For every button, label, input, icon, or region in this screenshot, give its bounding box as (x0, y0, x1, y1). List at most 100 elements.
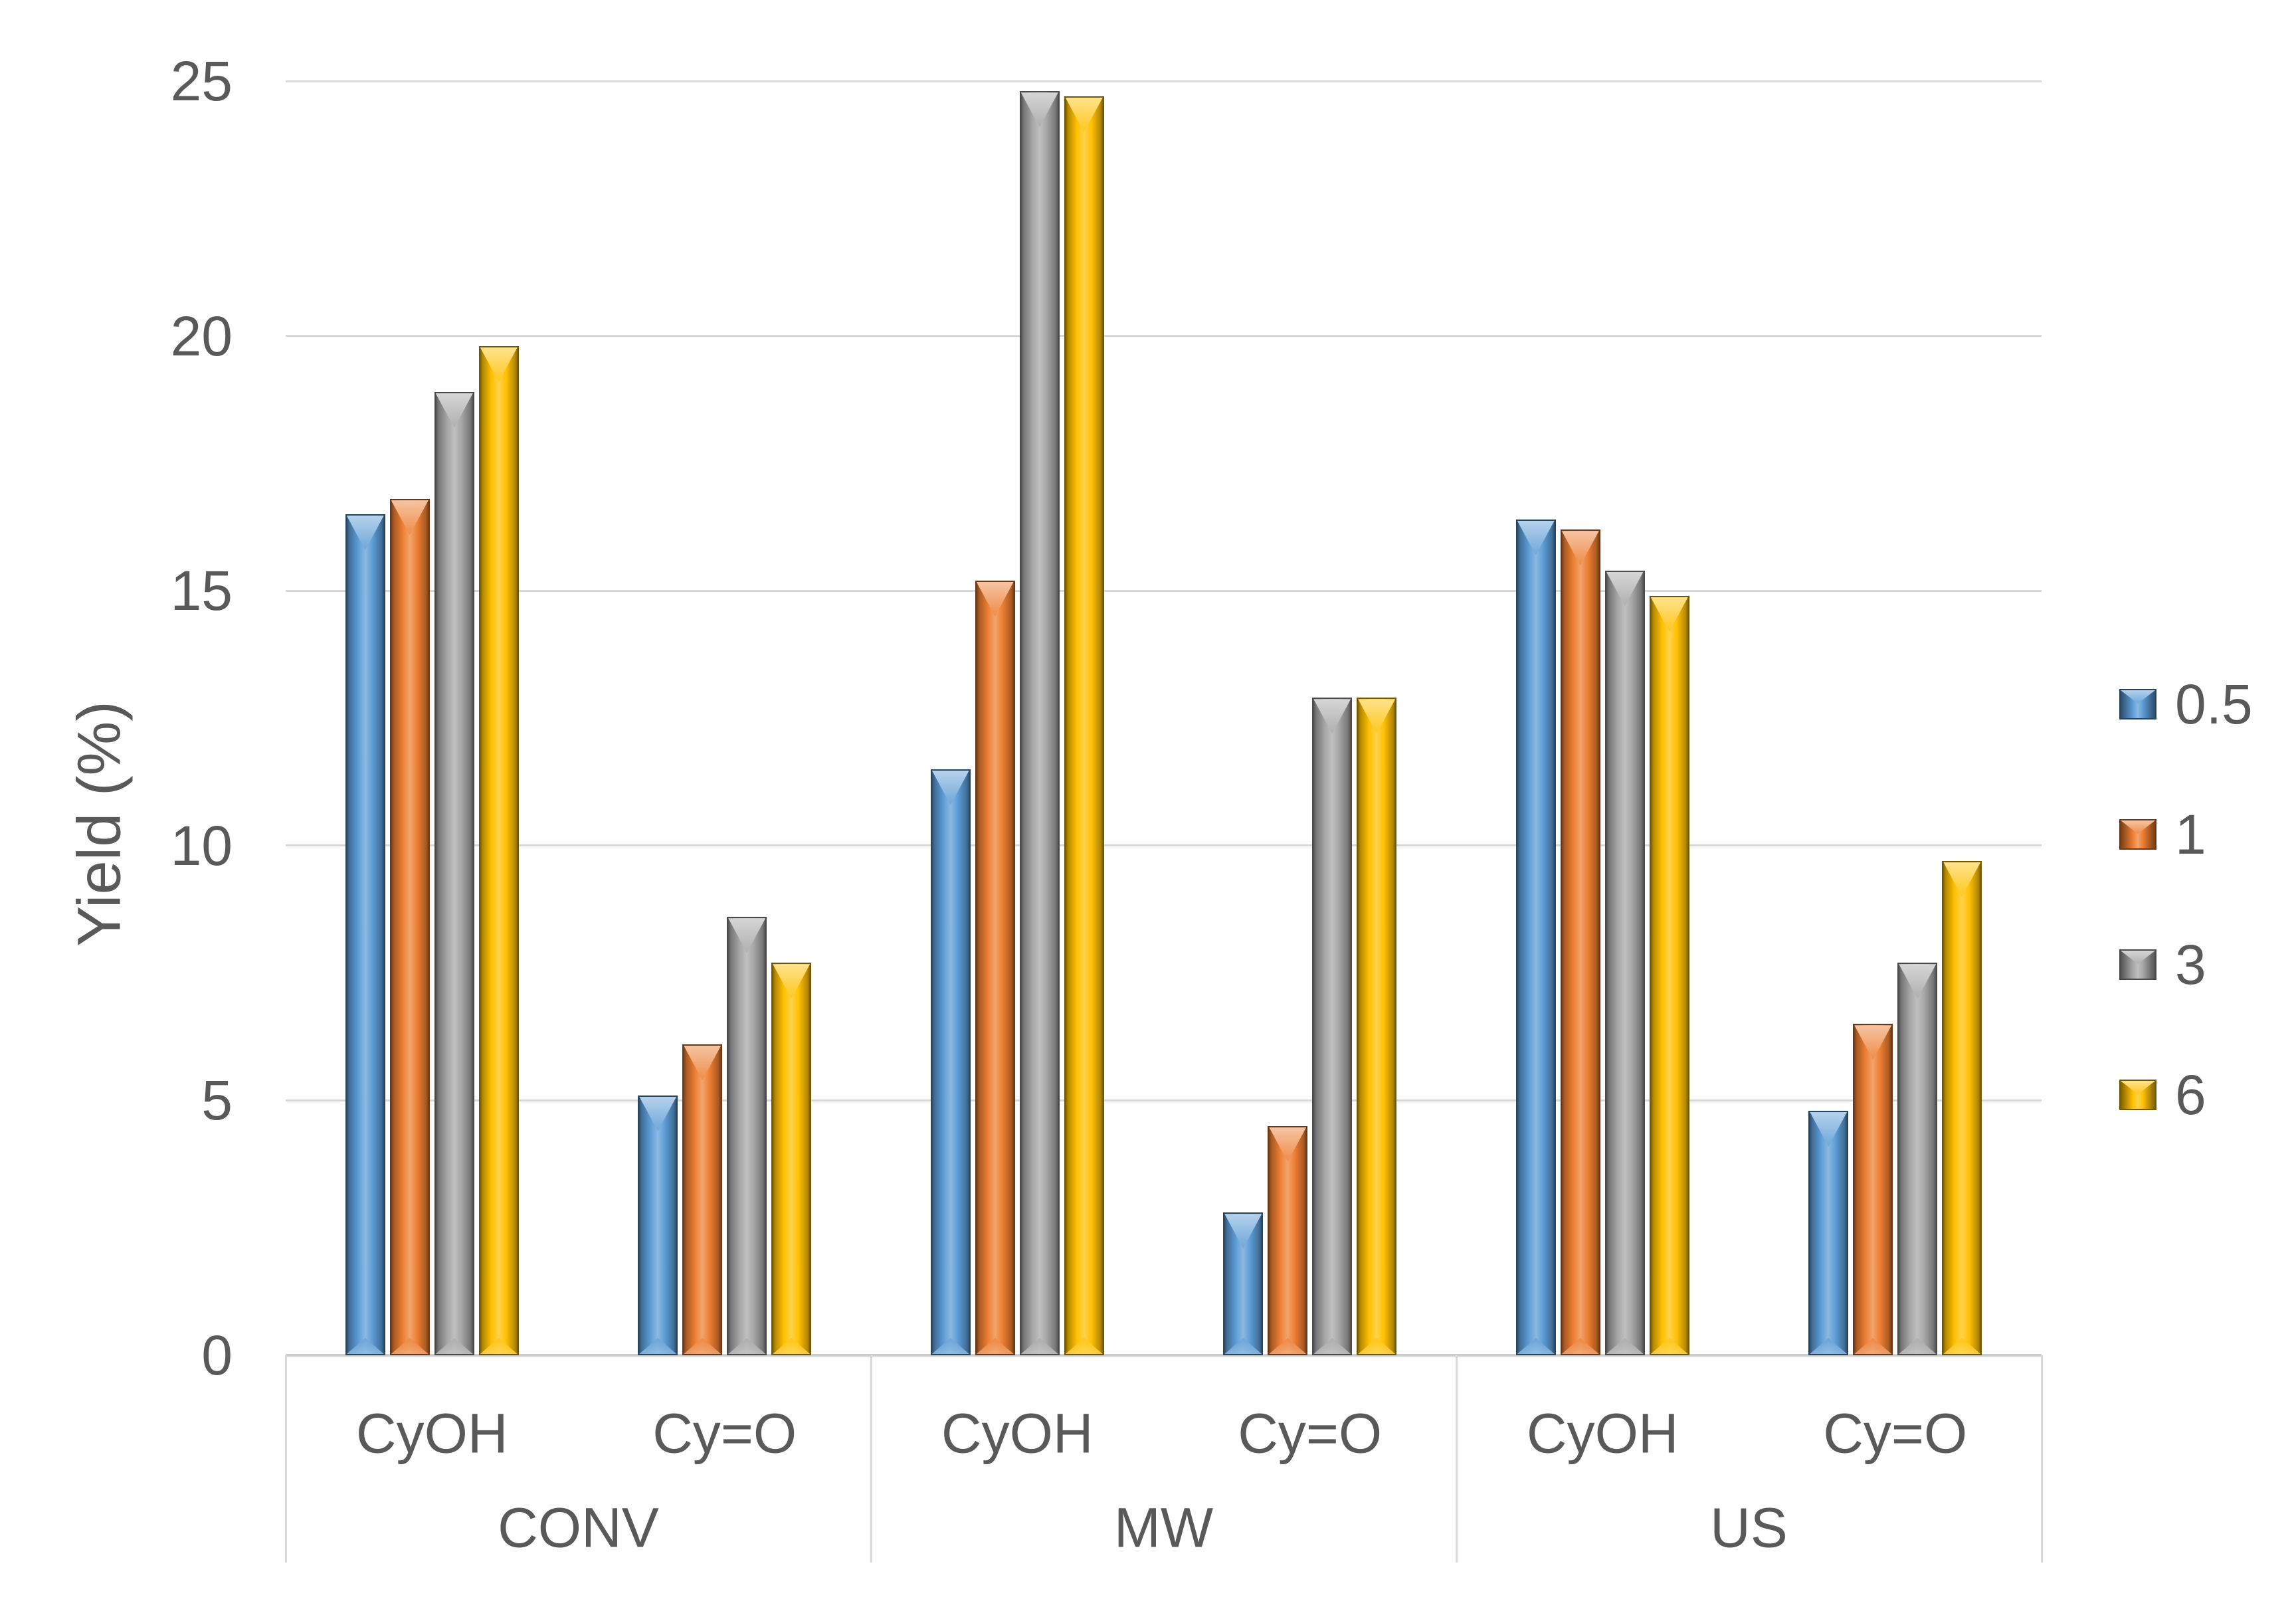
legend-item-0.5: 0.5 (2119, 674, 2253, 734)
legend-item-1: 1 (2119, 805, 2206, 864)
bar-top-bevel (1606, 571, 1644, 607)
bar-US-Cy=O-6 (1942, 860, 1982, 1355)
category-label-1: Cy=O (652, 1402, 797, 1465)
gridline-15 (286, 589, 2042, 592)
plot-area (286, 80, 2042, 1357)
bar-CONV-CyOH-3 (434, 392, 474, 1355)
bar-top-bevel (435, 393, 473, 428)
bar-top-bevel (1224, 1214, 1262, 1249)
bar-bottom-bevel (1606, 1338, 1644, 1354)
legend-item-6: 6 (2119, 1065, 2206, 1125)
bar-CONV-CyOH-6 (478, 345, 519, 1355)
bar-top-bevel (1943, 862, 1981, 897)
bar-bottom-bevel (1899, 1338, 1937, 1354)
bar-bottom-bevel (480, 1338, 518, 1354)
bar-bottom-bevel (728, 1338, 766, 1354)
legend-marker-0.5 (2119, 689, 2156, 719)
bar-top-bevel (1065, 98, 1103, 133)
gridline-10 (286, 844, 2042, 847)
y-tick-label-20: 20 (170, 304, 233, 367)
bar-bottom-bevel (639, 1338, 677, 1354)
bar-top-bevel (1517, 520, 1555, 555)
bar-top-bevel (931, 770, 969, 805)
bar-bottom-bevel (1020, 1338, 1058, 1354)
category-boundary-line-2 (1455, 1355, 1458, 1563)
legend-marker-6 (2119, 1080, 2156, 1110)
bar-CONV-Cy=O-6 (771, 963, 812, 1355)
bar-bottom-bevel (1358, 1338, 1396, 1354)
legend-marker-bevel (2121, 1081, 2155, 1094)
category-label-2: CyOH (941, 1402, 1094, 1465)
category-boundary-line-0 (284, 1355, 287, 1563)
legend-marker-bevel (2121, 820, 2155, 834)
bar-MW-CyOH-6 (1064, 96, 1104, 1355)
bar-MW-CyOH-1 (975, 580, 1015, 1355)
legend-label-6: 6 (2175, 1064, 2206, 1126)
bar-US-CyOH-0.5 (1515, 519, 1556, 1355)
group-label-CONV: CONV (498, 1496, 659, 1559)
bar-bottom-bevel (1854, 1338, 1892, 1354)
category-label-0: CyOH (355, 1402, 508, 1465)
bar-US-Cy=O-0.5 (1808, 1110, 1849, 1355)
bar-US-CyOH-1 (1560, 529, 1600, 1355)
legend-item-3: 3 (2119, 935, 2206, 995)
bar-bottom-bevel (1517, 1338, 1555, 1354)
bar-top-bevel (1020, 92, 1058, 128)
y-tick-label-0: 0 (201, 1324, 233, 1386)
bar-top-bevel (1269, 1127, 1307, 1162)
category-label-5: Cy=O (1823, 1402, 1968, 1465)
bar-MW-Cy=O-0.5 (1223, 1212, 1264, 1355)
gridline-25 (286, 80, 2042, 82)
gridline-5 (286, 1099, 2042, 1101)
bar-MW-Cy=O-6 (1357, 698, 1397, 1355)
group-label-MW: MW (1113, 1496, 1214, 1559)
bar-top-bevel (773, 964, 811, 999)
bar-bottom-bevel (1650, 1338, 1688, 1354)
category-boundary-line-1 (870, 1355, 872, 1563)
bar-bottom-bevel (1065, 1338, 1103, 1354)
gridline-20 (286, 335, 2042, 337)
bar-bottom-bevel (931, 1338, 969, 1354)
bar-top-bevel (1561, 531, 1599, 566)
bar-bottom-bevel (684, 1338, 721, 1354)
bar-top-bevel (480, 347, 518, 382)
bar-top-bevel (1810, 1111, 1848, 1147)
bar-MW-Cy=O-1 (1268, 1125, 1308, 1355)
bar-MW-CyOH-3 (1019, 91, 1060, 1355)
bar-top-bevel (1650, 597, 1688, 632)
category-label-4: CyOH (1526, 1402, 1679, 1465)
x-axis-line (286, 1354, 2042, 1357)
bar-US-CyOH-6 (1649, 595, 1689, 1355)
y-tick-label-5: 5 (201, 1069, 233, 1132)
bar-bottom-bevel (435, 1338, 473, 1354)
bar-bottom-bevel (773, 1338, 811, 1354)
bar-MW-CyOH-0.5 (930, 769, 971, 1355)
bar-top-bevel (1854, 1025, 1892, 1060)
group-label-US: US (1710, 1496, 1788, 1559)
bar-US-Cy=O-3 (1897, 963, 1938, 1355)
bar-bottom-bevel (976, 1338, 1014, 1354)
bar-bottom-bevel (1943, 1338, 1981, 1354)
bar-top-bevel (346, 516, 384, 551)
bar-CONV-CyOH-0.5 (345, 514, 385, 1355)
bar-bottom-bevel (1313, 1338, 1351, 1354)
legend-marker-1 (2119, 819, 2156, 850)
bar-top-bevel (1313, 699, 1351, 734)
bar-bottom-bevel (346, 1338, 384, 1354)
category-boundary-line-3 (2040, 1355, 2043, 1563)
bar-CONV-Cy=O-1 (682, 1044, 723, 1355)
bar-top-bevel (684, 1046, 721, 1081)
bar-top-bevel (639, 1096, 677, 1131)
bar-US-Cy=O-1 (1853, 1024, 1893, 1355)
bar-top-bevel (391, 500, 429, 535)
legend-marker-bevel (2121, 951, 2155, 964)
legend-label-3: 3 (2175, 933, 2206, 996)
bar-top-bevel (728, 918, 766, 953)
bar-top-bevel (1899, 964, 1937, 999)
y-tick-label-25: 25 (170, 50, 233, 112)
legend-label-1: 1 (2175, 803, 2206, 866)
bar-bottom-bevel (1224, 1338, 1262, 1354)
bar-bottom-bevel (1561, 1338, 1599, 1354)
bar-US-CyOH-3 (1604, 570, 1645, 1355)
